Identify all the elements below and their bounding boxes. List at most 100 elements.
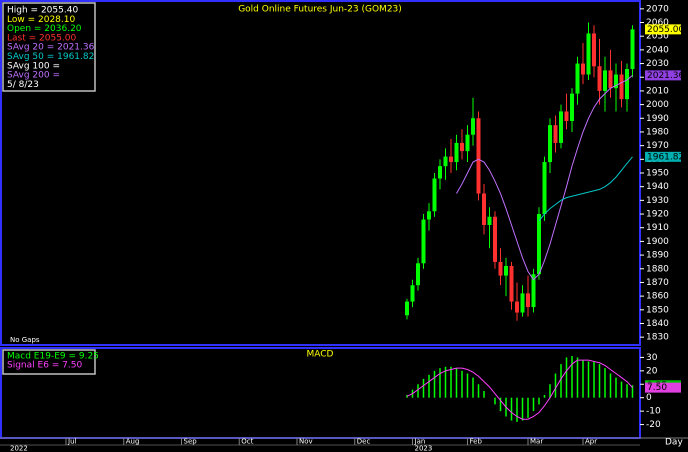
candle-body (581, 63, 585, 75)
candle-body (432, 178, 437, 212)
y-tick-label: 1940 (646, 182, 669, 192)
x-tick-label: Sep (184, 438, 198, 446)
y-tick-label: 2060 (646, 18, 669, 28)
y-tick-label: 1870 (646, 278, 669, 288)
y-tick-label: 20 (646, 366, 658, 376)
stat: SAvg 50 = 1961.82 (7, 52, 94, 62)
candle-body (559, 111, 563, 143)
macd-legend-box (2, 349, 96, 375)
candle-body (564, 111, 569, 122)
candle-body (575, 63, 580, 94)
candle-body (520, 293, 525, 313)
candle-body (471, 118, 475, 135)
candle-body (548, 125, 552, 163)
candle-body (438, 166, 442, 179)
candle-body (603, 70, 607, 91)
stat: Low = 2028.10 (7, 15, 75, 25)
y-tick-label: 1990 (646, 114, 669, 124)
candle-body (421, 219, 426, 264)
price-tag (645, 70, 681, 81)
y-tick-label: 1900 (646, 237, 669, 247)
y-tick-label: 1930 (646, 196, 669, 206)
stat: High = 2055.40 (7, 6, 78, 16)
x-tick-label: Mar (530, 438, 543, 446)
stat: SAvg 20 = 2021.36 (7, 43, 95, 53)
x-tick-label: Oct (241, 438, 253, 446)
y-tick-label: 1880 (646, 264, 669, 274)
stats-box (2, 2, 96, 92)
y-tick-label: 1920 (646, 210, 669, 220)
candle-body (427, 211, 431, 220)
legend-entry: Signal E6 = 7.50 (7, 361, 82, 371)
candle-body (608, 70, 613, 89)
candle-body (449, 156, 453, 163)
y-tick-label: 30 (646, 353, 658, 363)
candle-body (619, 74, 624, 100)
x-tick-label: Jul (67, 438, 77, 446)
stat: SAvg 200 = (7, 71, 60, 81)
candle-body (460, 142, 464, 152)
candle-body (504, 266, 508, 276)
stat: Open = 2036.20 (7, 24, 82, 34)
price-tag-label: 1961.82 (647, 152, 684, 162)
candle-body (416, 263, 420, 286)
y-tick-label: 1890 (646, 251, 669, 261)
x-tick-label: Jan (414, 438, 426, 446)
candle-body (570, 93, 574, 122)
candle-body (526, 293, 530, 308)
candle-body (465, 134, 470, 152)
y-tick-label: 1950 (646, 169, 669, 179)
line (538, 156, 633, 222)
y-tick-label: 1850 (646, 305, 669, 315)
x-unit: Day (665, 438, 683, 448)
candle-body (493, 216, 497, 262)
y-tick-label: 0 (646, 393, 652, 403)
macd-title: MACD (307, 350, 334, 360)
price-tag (645, 382, 681, 393)
y-tick-label: 2040 (646, 45, 669, 55)
candle-body (592, 33, 596, 67)
y-tick-label: 1910 (646, 223, 669, 233)
y-tick-label: 1860 (646, 292, 669, 302)
x-tick-label: Feb (470, 438, 483, 446)
x-tick-label: Nov (299, 438, 313, 446)
candle-body (537, 214, 541, 275)
price-tag (645, 24, 681, 35)
price-tag-label: 2021.36 (647, 71, 684, 81)
y-tick-label: 2000 (646, 100, 669, 110)
candle-body (515, 301, 519, 313)
candle-body (476, 118, 481, 194)
candle-body (498, 261, 503, 276)
price-tag (645, 151, 681, 162)
candle-body (482, 193, 486, 225)
y-tick-label: 2050 (646, 32, 669, 42)
x-tick-label: Aug (126, 438, 140, 446)
note: No Gaps (10, 336, 40, 344)
candle-body (625, 69, 629, 100)
year-label: 2022 (10, 445, 28, 452)
stat: Last = 2055.00 (7, 33, 77, 43)
line (406, 359, 633, 420)
y-tick-label: 1840 (646, 319, 669, 329)
candle-body (542, 162, 547, 215)
candle-body (553, 125, 558, 143)
candle-body (509, 266, 514, 302)
y-tick-label: 1970 (646, 141, 669, 151)
y-tick-label: -20 (646, 420, 661, 430)
price-tag-label: 2055.00 (647, 25, 684, 35)
candle-body (443, 156, 448, 167)
year-label: 2023 (415, 445, 433, 452)
x-tick-label: Dec (357, 438, 371, 446)
candle-body (405, 301, 409, 316)
price-tag-label: 7.50 (647, 383, 667, 393)
legend-entry: Macd E19-E9 = 9.25 (7, 352, 99, 362)
candle-body (531, 274, 536, 308)
candle-body (630, 29, 635, 70)
line (456, 74, 633, 281)
candle-body (586, 33, 591, 75)
y-tick-label: 2030 (646, 59, 669, 69)
candle-body (454, 142, 459, 163)
candle-body (597, 66, 602, 91)
stat: 5/ 8/23 (7, 80, 39, 90)
